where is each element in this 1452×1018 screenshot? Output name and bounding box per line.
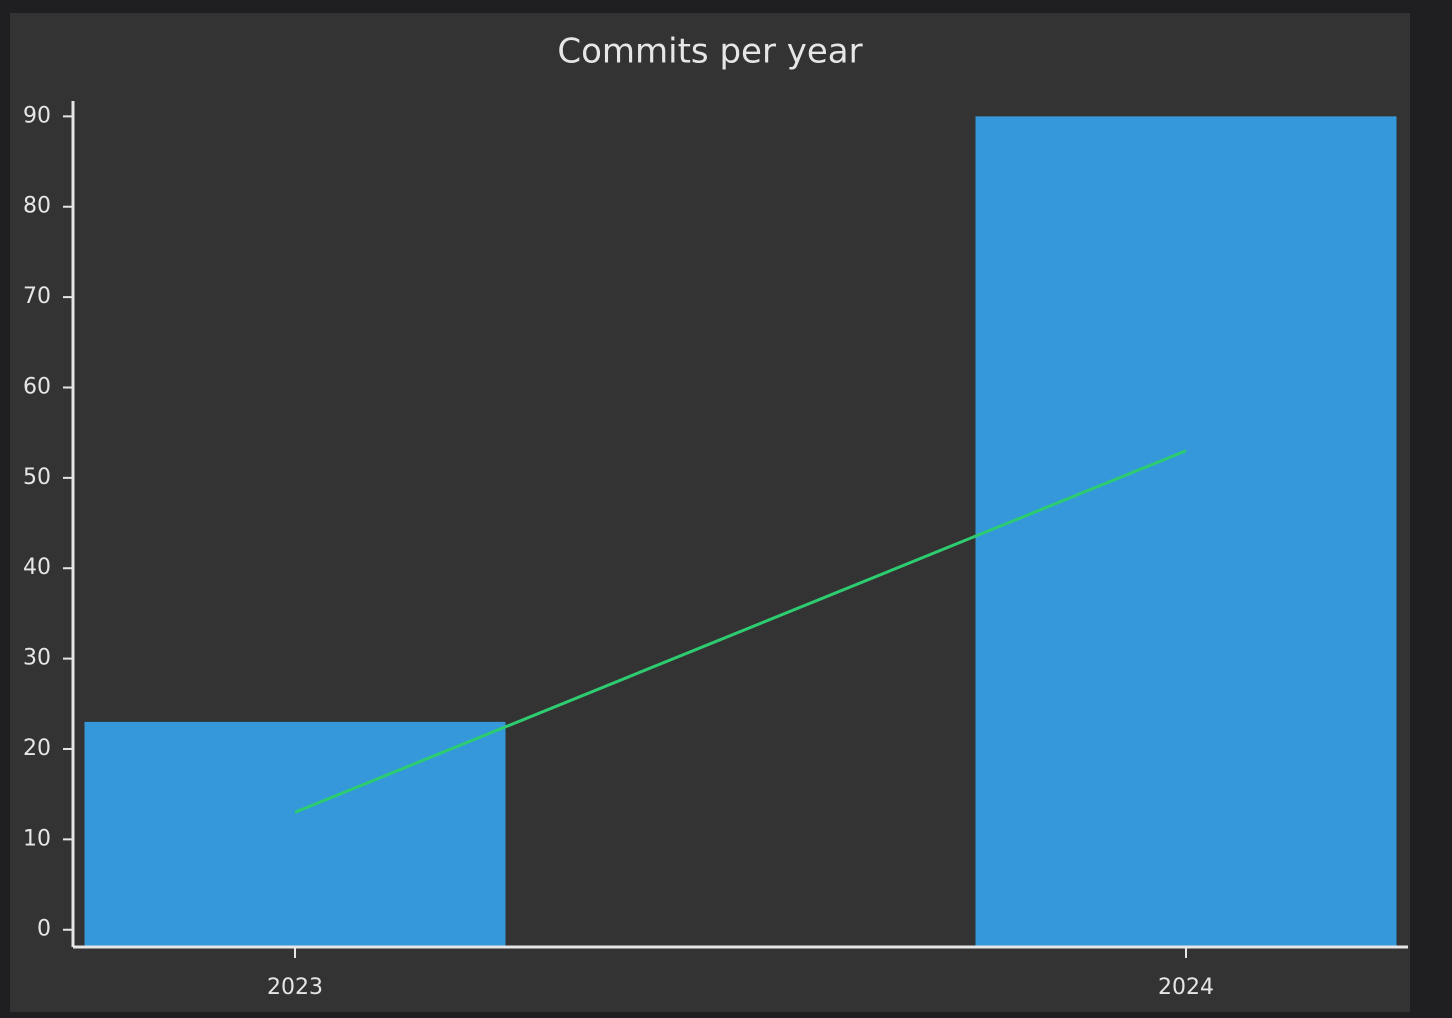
y-tick-label: 60 (23, 374, 51, 399)
bar (975, 116, 1397, 946)
y-tick-label: 90 (23, 103, 51, 128)
y-tick-label: 0 (37, 917, 51, 942)
x-tick-label: 2023 (267, 975, 323, 1000)
y-tick-label: 80 (23, 194, 51, 219)
y-tick-label: 70 (23, 284, 51, 309)
y-tick-label: 30 (23, 646, 51, 671)
chart-title: Commits per year (557, 32, 862, 72)
x-tick-label: 2024 (1158, 975, 1214, 1000)
y-tick-label: 40 (23, 555, 51, 580)
y-tick-label: 50 (23, 465, 51, 490)
y-tick-label: 10 (23, 826, 51, 851)
y-tick-label: 20 (23, 736, 51, 761)
bar (84, 721, 506, 946)
line (294, 449, 1187, 814)
